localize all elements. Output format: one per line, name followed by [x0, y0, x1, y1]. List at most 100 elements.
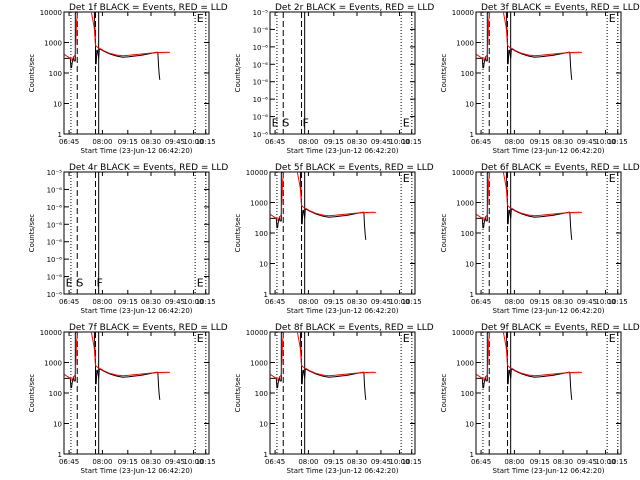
- series-line: [64, 12, 170, 61]
- y-tick-label: 100: [461, 70, 474, 78]
- x-tick-label: 09:45: [165, 458, 185, 466]
- x-tick-label: 08:00: [92, 138, 112, 146]
- y-axis-label: Counts/sec: [28, 54, 36, 93]
- annotation-label: E: [197, 332, 204, 345]
- x-tick-label: 09:45: [371, 458, 391, 466]
- x-axis-label: Start Time (23-Jun-12 06:42:20): [81, 467, 193, 475]
- chart-panel: Det 4r BLACK = Events, RED = LLD Counts/s…: [28, 163, 228, 315]
- x-tick-label: 06:45: [471, 138, 491, 146]
- chart-panel: Det 1f BLACK = Events, RED = LLD Counts/s…: [28, 3, 228, 155]
- x-tick-label: 10:00: [595, 298, 615, 306]
- x-tick-label: 10:00: [183, 138, 203, 146]
- y-tick-label: 10000: [246, 329, 268, 337]
- chart-panel: Det 6f BLACK = Events, RED = LLD Counts/s…: [440, 163, 640, 315]
- x-tick-label: 10:15: [196, 138, 216, 146]
- plot-frame: [475, 11, 622, 135]
- x-tick-label: 09:45: [165, 138, 185, 146]
- chart-panel: Det 9f BLACK = Events, RED = LLD Counts/s…: [440, 323, 640, 475]
- y-tick-label: 1000: [250, 360, 268, 368]
- x-tick-label: 06:45: [265, 458, 285, 466]
- x-tick-label: 10:15: [608, 458, 628, 466]
- y-tick-label: 10: [53, 101, 62, 109]
- y-tick-label: 100: [255, 390, 268, 398]
- annotation-label: E: [66, 277, 73, 290]
- x-tick-label: 10:00: [389, 138, 409, 146]
- y-tick-label: 10⁻⁶: [47, 186, 63, 194]
- x-tick-label: 08:30: [141, 298, 161, 306]
- y-tick-label: 10: [465, 101, 474, 109]
- y-axis-label: Counts/sec: [234, 54, 242, 93]
- chart-title: Det 2r BLACK = Events, RED = LLD: [275, 3, 434, 13]
- y-tick-label: 100: [255, 230, 268, 238]
- y-axis-label: Counts/sec: [28, 374, 36, 413]
- plot-frame: [269, 11, 416, 135]
- x-tick-label: 09:45: [165, 298, 185, 306]
- y-tick-label: 100: [49, 70, 62, 78]
- x-tick-label: 06:45: [471, 458, 491, 466]
- x-tick-label: 08:30: [553, 298, 573, 306]
- y-tick-label: 10⁻⁶: [253, 61, 269, 69]
- chart-panel: Det 5f BLACK = Events, RED = LLD Counts/s…: [234, 163, 434, 315]
- annotation-label: E: [403, 117, 410, 130]
- x-tick-label: 10:00: [595, 458, 615, 466]
- annotation-label: E: [609, 172, 616, 185]
- y-tick-label: 1: [470, 451, 474, 459]
- series-line: [270, 332, 376, 381]
- series-line: [476, 332, 573, 400]
- x-tick-label: 08:00: [298, 138, 318, 146]
- x-tick-label: 09:15: [324, 298, 344, 306]
- annotation-label: F: [303, 117, 309, 130]
- annotation-label: E: [272, 117, 279, 130]
- y-tick-label: 10⁻⁶: [253, 131, 269, 139]
- x-tick-label: 10:15: [402, 138, 422, 146]
- y-tick-label: 10000: [40, 329, 62, 337]
- x-tick-label: 08:00: [92, 458, 112, 466]
- y-tick-label: 1: [264, 291, 268, 299]
- x-tick-label: 09:15: [118, 458, 138, 466]
- x-tick-label: 09:15: [118, 138, 138, 146]
- x-tick-label: 06:45: [59, 138, 79, 146]
- chart-title: Det 1f BLACK = Events, RED = LLD: [69, 3, 228, 13]
- x-axis-label: Start Time (23-Jun-12 06:42:20): [81, 147, 193, 155]
- x-tick-label: 09:15: [530, 458, 550, 466]
- x-tick-label: 08:00: [504, 458, 524, 466]
- y-axis-label: Counts/sec: [234, 214, 242, 253]
- chart-panel: Det 2r BLACK = Events, RED = LLD Counts/s…: [234, 3, 434, 155]
- x-tick-label: 08:30: [347, 458, 367, 466]
- y-tick-label: 100: [461, 390, 474, 398]
- x-tick-label: 08:00: [298, 298, 318, 306]
- series-line: [270, 172, 376, 221]
- annotation-label: E: [197, 277, 204, 290]
- annotation-label: E: [609, 332, 616, 345]
- x-tick-label: 10:00: [595, 138, 615, 146]
- y-tick-label: 10⁻⁶: [47, 274, 63, 282]
- y-tick-label: 1000: [456, 40, 474, 48]
- x-tick-label: 08:30: [553, 138, 573, 146]
- y-tick-label: 10000: [452, 9, 474, 17]
- x-tick-label: 09:45: [371, 138, 391, 146]
- plot-frame: [269, 171, 416, 295]
- y-tick-label: 10⁻⁶: [47, 256, 63, 264]
- series-line: [270, 172, 367, 240]
- y-axis-label: Counts/sec: [440, 54, 448, 93]
- chart-title: Det 3f BLACK = Events, RED = LLD: [481, 3, 640, 13]
- x-tick-label: 09:45: [577, 458, 597, 466]
- x-tick-label: 10:15: [608, 298, 628, 306]
- y-tick-label: 10⁻⁵: [47, 169, 63, 177]
- series-line: [64, 12, 161, 80]
- x-tick-label: 06:45: [471, 298, 491, 306]
- chart-title: Det 7f BLACK = Events, RED = LLD: [69, 323, 228, 333]
- y-tick-label: 1: [58, 131, 62, 139]
- y-tick-label: 10⁻⁶: [253, 44, 269, 52]
- x-tick-label: 08:00: [504, 298, 524, 306]
- chart-panel: Det 8f BLACK = Events, RED = LLD Counts/s…: [234, 323, 434, 475]
- x-tick-label: 08:00: [92, 298, 112, 306]
- y-axis-label: Counts/sec: [234, 374, 242, 413]
- x-axis-label: Start Time (23-Jun-12 06:42:20): [287, 307, 399, 315]
- x-tick-label: 06:45: [265, 138, 285, 146]
- series-line: [64, 332, 161, 400]
- x-tick-label: 10:15: [402, 298, 422, 306]
- y-tick-label: 1: [470, 291, 474, 299]
- series-line: [270, 332, 367, 400]
- annotation-label: S: [282, 117, 289, 130]
